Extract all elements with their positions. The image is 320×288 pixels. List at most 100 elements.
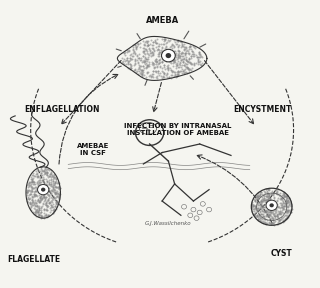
- Point: [259, 212, 264, 217]
- Point: [280, 195, 285, 200]
- Point: [53, 180, 58, 185]
- Point: [263, 196, 268, 201]
- Point: [270, 191, 275, 196]
- Point: [257, 205, 262, 210]
- Point: [274, 202, 279, 207]
- Point: [136, 41, 141, 46]
- Point: [131, 48, 136, 53]
- Point: [44, 170, 49, 175]
- Point: [188, 61, 193, 65]
- Point: [286, 200, 292, 204]
- Point: [257, 217, 262, 221]
- Point: [50, 183, 55, 187]
- Point: [29, 189, 35, 193]
- Point: [183, 51, 188, 55]
- Point: [122, 58, 127, 63]
- Point: [48, 168, 53, 172]
- Point: [157, 50, 162, 54]
- Point: [136, 52, 141, 56]
- Point: [161, 74, 166, 79]
- Point: [174, 42, 179, 46]
- Point: [278, 210, 284, 214]
- Point: [38, 207, 43, 212]
- Point: [44, 183, 49, 187]
- Point: [275, 222, 280, 227]
- Point: [279, 217, 284, 221]
- Point: [196, 51, 202, 55]
- Point: [131, 46, 136, 51]
- Point: [185, 59, 190, 64]
- Point: [279, 214, 284, 219]
- Point: [168, 75, 173, 80]
- Point: [188, 56, 193, 61]
- Point: [186, 51, 191, 56]
- Point: [162, 46, 167, 51]
- Point: [28, 189, 33, 194]
- Point: [26, 185, 31, 190]
- Point: [166, 55, 171, 59]
- Point: [51, 176, 56, 181]
- Point: [154, 60, 159, 64]
- Point: [259, 209, 264, 213]
- Point: [262, 220, 267, 225]
- Point: [142, 56, 148, 60]
- Point: [57, 192, 62, 197]
- Point: [54, 181, 60, 185]
- Point: [283, 196, 288, 201]
- Point: [264, 208, 269, 213]
- Point: [264, 211, 269, 216]
- Point: [52, 209, 57, 214]
- Point: [137, 70, 142, 75]
- Point: [162, 37, 167, 41]
- Point: [263, 209, 268, 214]
- Point: [145, 51, 150, 55]
- Point: [264, 190, 269, 194]
- Point: [153, 44, 158, 49]
- Point: [179, 62, 184, 67]
- Point: [257, 218, 262, 222]
- Point: [278, 195, 283, 200]
- Point: [283, 209, 288, 213]
- Point: [180, 54, 185, 58]
- Point: [47, 201, 52, 206]
- Point: [264, 189, 269, 194]
- Point: [53, 207, 58, 211]
- Point: [47, 174, 52, 178]
- Point: [288, 203, 293, 208]
- Point: [128, 62, 133, 67]
- Point: [269, 202, 275, 207]
- Point: [142, 46, 147, 51]
- Point: [27, 180, 32, 185]
- Point: [54, 185, 59, 190]
- Point: [33, 188, 38, 193]
- Point: [143, 59, 148, 64]
- Point: [139, 73, 144, 77]
- Point: [173, 74, 179, 79]
- Point: [260, 221, 266, 225]
- Point: [287, 196, 292, 200]
- Point: [37, 183, 42, 187]
- Point: [280, 203, 285, 207]
- Point: [49, 171, 54, 175]
- Point: [265, 214, 270, 218]
- Point: [44, 170, 49, 175]
- Point: [36, 179, 41, 184]
- Point: [284, 216, 289, 220]
- Point: [46, 187, 51, 192]
- Point: [175, 62, 180, 67]
- Point: [155, 74, 160, 78]
- Point: [269, 202, 274, 207]
- Point: [44, 173, 49, 177]
- Point: [25, 190, 30, 195]
- Point: [29, 177, 34, 181]
- Point: [175, 52, 180, 57]
- Point: [44, 195, 49, 200]
- Point: [36, 213, 41, 217]
- Point: [139, 64, 144, 69]
- Text: ENFLAGELLATION: ENFLAGELLATION: [24, 105, 100, 114]
- Point: [267, 186, 272, 191]
- Point: [266, 202, 271, 206]
- Point: [57, 185, 62, 190]
- Point: [158, 71, 163, 76]
- Point: [255, 197, 260, 202]
